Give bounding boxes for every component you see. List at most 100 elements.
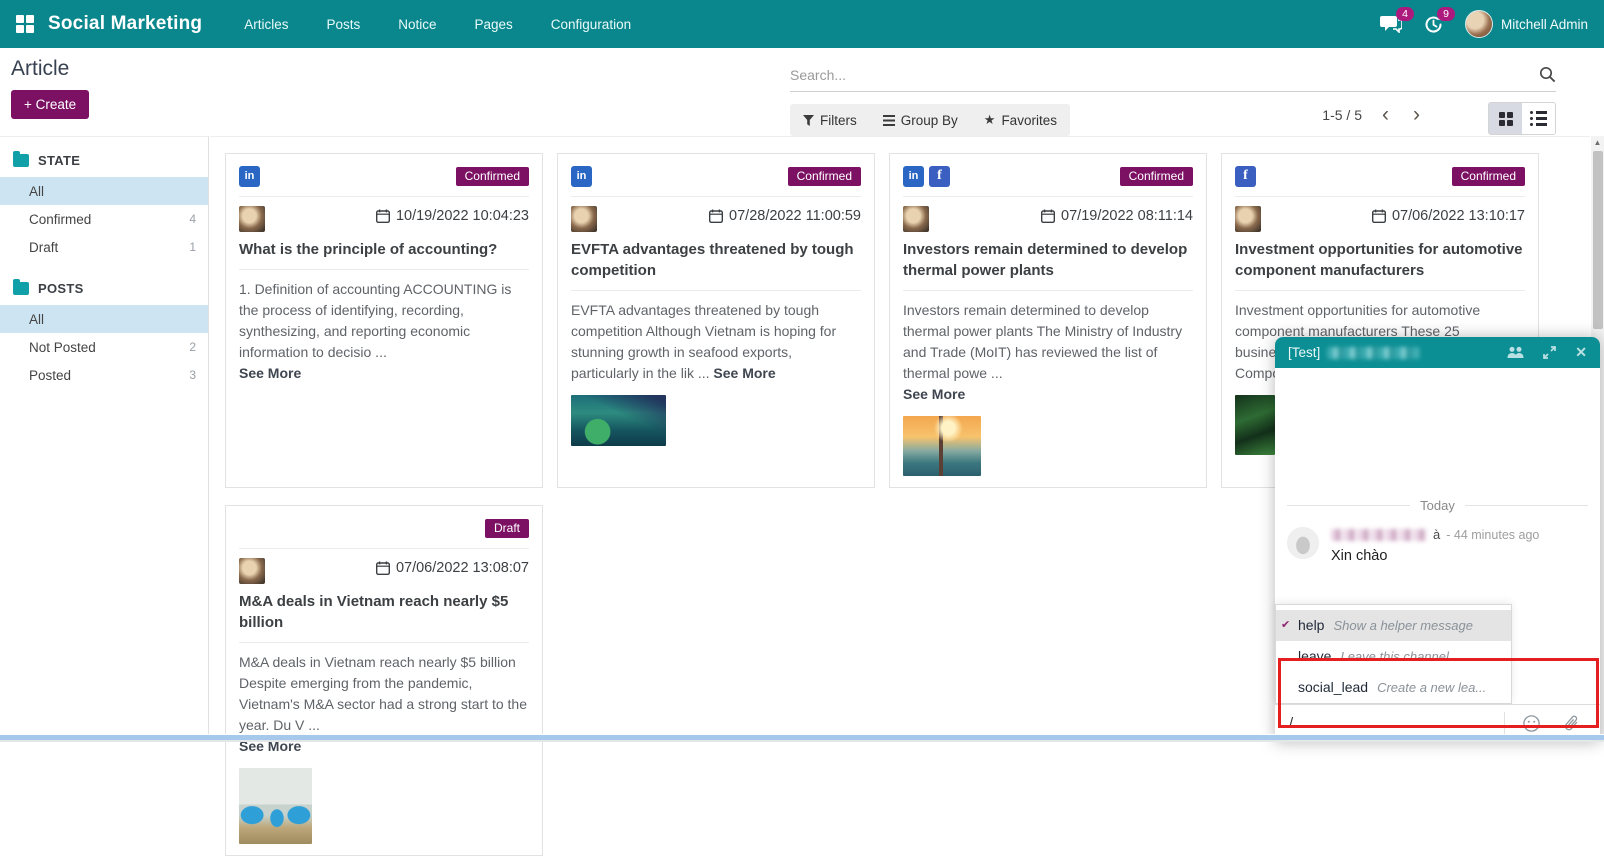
command-description: Show a helper message <box>1333 618 1473 633</box>
folder-icon <box>13 279 29 295</box>
menu-posts[interactable]: Posts <box>326 16 361 32</box>
apps-menu-icon[interactable] <box>16 15 34 33</box>
sidebar-item-count: 4 <box>189 212 196 226</box>
sidebar-item-not-posted[interactable]: Not Posted 2 <box>0 333 208 361</box>
attachment-icon[interactable] <box>1564 715 1579 732</box>
post-date: 07/19/2022 08:11:14 <box>1061 208 1193 224</box>
post-date: 07/28/2022 11:00:59 <box>729 208 861 224</box>
group-by-label: Group By <box>900 112 958 128</box>
sidebar-item-count: 2 <box>189 340 196 354</box>
post-date: 10/19/2022 10:04:23 <box>395 208 529 224</box>
post-title: Investment opportunities for automotive … <box>1235 241 1523 279</box>
command-name: leave <box>1298 648 1332 664</box>
sidebar-item-posts-all[interactable]: All <box>0 305 208 333</box>
linkedin-icon: in <box>903 165 924 187</box>
scroll-up-icon[interactable]: ▲ <box>1593 138 1602 147</box>
see-more-link[interactable]: See More <box>713 365 776 381</box>
favorites-button[interactable]: ★ Favorites <box>971 104 1070 136</box>
post-photo[interactable] <box>571 395 666 446</box>
menu-notice[interactable]: Notice <box>398 16 437 32</box>
message-timestamp: - 44 minutes ago <box>1446 527 1540 542</box>
filter-funnel-icon <box>803 114 814 126</box>
date-separator: Today <box>1287 498 1588 513</box>
sender-avatar <box>1287 527 1319 559</box>
emoji-icon[interactable] <box>1523 715 1540 732</box>
filters-button[interactable]: Filters <box>790 104 870 136</box>
activities-icon[interactable]: 9 <box>1424 6 1455 34</box>
author-avatar[interactable] <box>903 206 929 232</box>
article-card[interactable]: in Confirmed 07/28/2022 11:00:59 EVFTA a… <box>557 153 875 488</box>
view-switcher <box>1488 102 1556 135</box>
sidebar-item-state-all[interactable]: All <box>0 177 208 205</box>
pager-next-icon[interactable]: › <box>1413 103 1420 126</box>
post-photo[interactable] <box>903 416 981 476</box>
sidebar-section-state: STATE <box>0 151 208 168</box>
menu-articles[interactable]: Articles <box>244 16 289 32</box>
sender-name-redacted <box>1331 528 1427 541</box>
sidebar-item-label: Posted <box>29 367 72 383</box>
sidebar-item-label: Draft <box>29 239 59 255</box>
sidebar-item-state-draft[interactable]: Draft 1 <box>0 233 208 261</box>
article-card[interactable]: in f Confirmed 07/19/2022 08:11:14 Inves… <box>889 153 1207 488</box>
group-by-button[interactable]: Group By <box>870 104 971 136</box>
see-more-link[interactable]: See More <box>903 386 966 402</box>
status-badge: Draft <box>484 518 529 538</box>
post-title: M&A deals in Vietnam reach nearly $5 bil… <box>239 593 509 631</box>
chat-message: à - 44 minutes ago Xin chào <box>1287 527 1588 564</box>
app-name[interactable]: Social Marketing <box>48 13 203 34</box>
command-description: Leave this channel <box>1340 649 1449 664</box>
linkedin-icon: in <box>239 165 260 187</box>
sidebar-item-label: Confirmed <box>29 211 92 227</box>
messages-icon[interactable]: 4 <box>1379 7 1414 33</box>
pager: 1-5 / 5 ‹ › <box>1322 104 1424 125</box>
top-navbar: Social Marketing Articles Posts Notice P… <box>0 0 1604 48</box>
author-avatar[interactable] <box>571 206 597 232</box>
post-photo[interactable] <box>239 768 312 844</box>
chat-message-input[interactable] <box>1275 715 1500 732</box>
article-card[interactable]: in Confirmed 10/19/2022 10:04:23 What is… <box>225 153 543 488</box>
post-date: 07/06/2022 13:08:07 <box>395 560 529 576</box>
post-body: M&A deals in Vietnam reach nearly $5 bil… <box>239 654 528 733</box>
chat-members-icon[interactable] <box>1507 346 1524 359</box>
user-menu[interactable]: Mitchell Admin <box>1464 10 1588 38</box>
search-input[interactable] <box>790 66 1539 83</box>
main-menu: Articles Posts Notice Pages Configuratio… <box>242 11 633 38</box>
chat-close-icon[interactable]: ✕ <box>1575 344 1587 360</box>
post-body: Investors remain determined to develop t… <box>903 302 1183 381</box>
calendar-icon <box>375 209 390 223</box>
article-card[interactable]: Draft 07/06/2022 13:08:07 M&A deals in V… <box>225 505 543 856</box>
scrollbar-thumb[interactable] <box>1592 151 1603 329</box>
sidebar-section-posts: POSTS <box>0 279 208 296</box>
kanban-view-button[interactable] <box>1489 103 1522 134</box>
command-name: social_lead <box>1298 679 1369 695</box>
sidebar-item-posted[interactable]: Posted 3 <box>0 361 208 389</box>
sidebar-section-title: STATE <box>38 153 81 168</box>
command-help[interactable]: ✔ help Show a helper message <box>1276 610 1511 641</box>
author-avatar[interactable] <box>1235 206 1261 232</box>
check-icon: ✔ <box>1281 619 1291 631</box>
pager-previous-icon[interactable]: ‹ <box>1382 103 1389 126</box>
sidebar-item-state-confirmed[interactable]: Confirmed 4 <box>0 205 208 233</box>
favorites-label: Favorites <box>1001 112 1057 128</box>
command-social-lead[interactable]: social_lead Create a new lea... <box>1276 672 1511 703</box>
list-view-button[interactable] <box>1522 103 1555 134</box>
control-panel: Article + Create Filters Group By ★ Favo… <box>0 48 1604 136</box>
linkedin-icon: in <box>571 165 592 187</box>
search-icon[interactable] <box>1539 66 1556 83</box>
author-avatar[interactable] <box>239 558 265 584</box>
post-body: EVFTA advantages threatened by tough com… <box>571 302 837 381</box>
chat-thread: Today à - 44 minutes ago Xin chào <box>1275 368 1600 574</box>
menu-configuration[interactable]: Configuration <box>550 16 632 32</box>
see-more-link[interactable]: See More <box>239 365 302 381</box>
post-date: 07/06/2022 13:10:17 <box>1391 208 1525 224</box>
sidebar-item-count: 1 <box>189 240 196 254</box>
command-leave[interactable]: leave Leave this channel <box>1276 641 1511 672</box>
post-photo[interactable] <box>1235 395 1275 455</box>
menu-pages[interactable]: Pages <box>474 16 513 32</box>
chat-header[interactable]: [Test] ✕ <box>1275 337 1600 368</box>
author-avatar[interactable] <box>239 206 265 232</box>
create-button[interactable]: + Create <box>11 90 90 119</box>
chat-expand-icon[interactable] <box>1543 346 1557 359</box>
post-body: 1. Definition of accounting ACCOUNTING i… <box>239 281 512 360</box>
breadcrumb[interactable]: Article <box>11 57 70 80</box>
